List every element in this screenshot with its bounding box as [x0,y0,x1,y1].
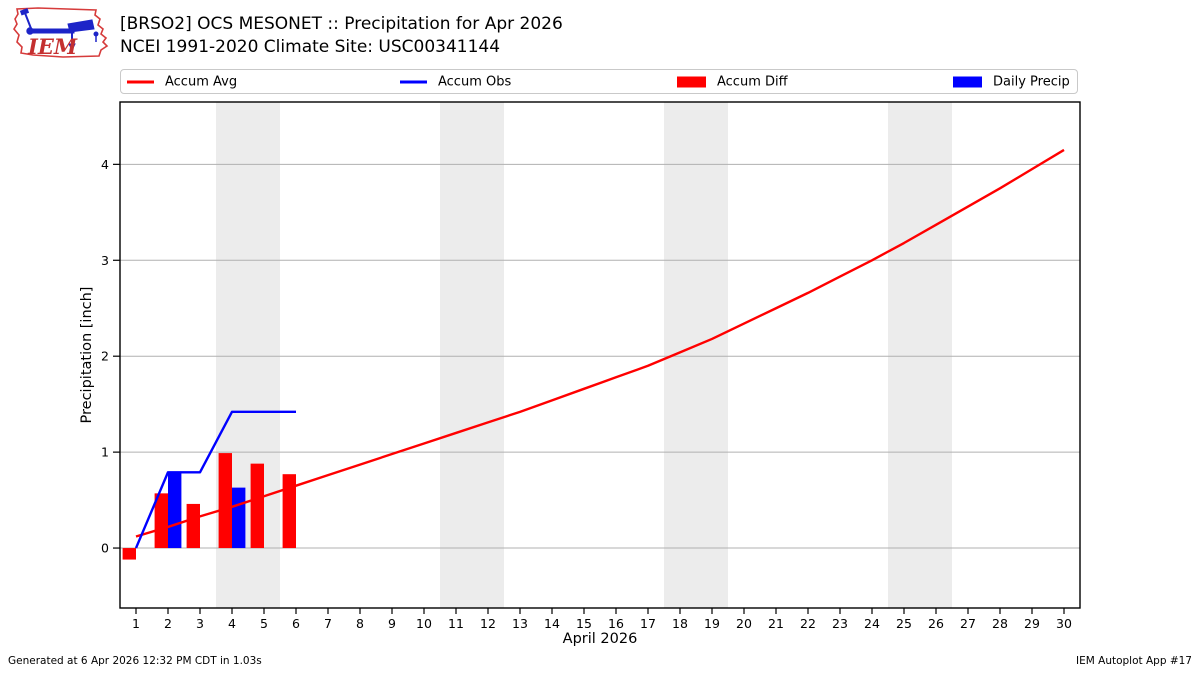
weather-vane-icon [19,8,99,52]
accum-diff-swatch-icon [677,76,706,87]
weekend-band [440,102,504,608]
x-tick-label: 2 [164,616,172,631]
x-tick-label: 15 [576,616,592,631]
y-tick-label: 1 [101,445,109,460]
bar-daily-precip [168,472,182,549]
iem-logo: IEM [13,7,109,59]
weekend-band [888,102,952,608]
accum-obs-line-key-icon [400,80,427,83]
x-tick-label: 24 [864,616,880,631]
line-accum-avg [135,148,1065,538]
bar-accum-diff [218,453,232,549]
legend-label: Accum Obs [438,74,512,89]
x-tick-label: 26 [928,616,944,631]
chart-legend: Accum Avg Accum Obs Accum Diff Daily Pre… [120,69,1078,94]
x-tick-label: 30 [1056,616,1072,631]
bar-accum-diff [250,463,264,549]
daily-precip-swatch-icon [953,76,982,87]
legend-item-accum-avg: Accum Avg [127,75,237,88]
legend-item-accum-diff: Accum Diff [677,75,788,88]
legend-item-accum-obs: Accum Obs [400,75,511,88]
x-tick-label: 10 [416,616,432,631]
x-tick-label: 29 [1024,616,1040,631]
app-credit: IEM Autoplot App #17 [1076,655,1192,667]
accum-avg-line-key-icon [127,80,154,83]
x-tick-label: 22 [800,616,816,631]
x-tick-label: 4 [228,616,236,631]
line-accum-obs [134,410,296,549]
x-tick-label: 6 [292,616,300,631]
x-tick-label: 7 [324,616,332,631]
bar-daily-precip [232,487,246,549]
legend-label: Accum Diff [717,74,788,89]
x-tick-label: 20 [736,616,752,631]
x-tick-label: 11 [448,616,464,631]
legend-item-daily-precip: Daily Precip [953,75,1070,88]
y-axis-title: Precipitation [inch] [79,286,95,424]
page-subtitle: NCEI 1991-2020 Climate Site: USC00341144 [120,37,501,57]
x-tick-label: 17 [640,616,656,631]
x-tick-label: 18 [672,616,688,631]
x-tick-label: 13 [512,616,528,631]
bar-accum-diff [154,493,168,549]
x-tick-label: 12 [480,616,496,631]
x-tick-label: 27 [960,616,976,631]
x-tick-label: 3 [196,616,204,631]
bar-accum-diff [282,474,296,549]
x-axis-title: April 2026 [562,631,638,647]
page-title: [BRSO2] OCS MESONET :: Precipitation for… [120,14,563,34]
y-tick-label: 2 [101,349,109,364]
legend-label: Daily Precip [993,74,1070,89]
x-tick-label: 25 [896,616,912,631]
y-tick-label: 0 [101,541,109,556]
generated-timestamp: Generated at 6 Apr 2026 12:32 PM CDT in … [8,655,262,667]
legend-label: Accum Avg [165,74,238,89]
chart-header: [BRSO2] OCS MESONET :: Precipitation for… [120,13,563,59]
y-tick-label: 3 [101,253,109,268]
bar-accum-diff [186,503,200,549]
plot-border [119,101,1081,609]
x-tick-label: 23 [832,616,848,631]
x-tick-label: 8 [356,616,364,631]
x-tick-label: 5 [260,616,268,631]
x-tick-label: 16 [608,616,624,631]
iem-logo-text: IEM [27,34,78,59]
x-tick-label: 19 [704,616,720,631]
x-tick-label: 14 [544,616,560,631]
bar-accum-diff [122,548,136,560]
x-tick-label: 1 [132,616,140,631]
x-tick-label: 28 [992,616,1008,631]
x-tick-label: 21 [768,616,784,631]
y-tick-label: 4 [101,157,109,172]
x-tick-label: 9 [388,616,396,631]
